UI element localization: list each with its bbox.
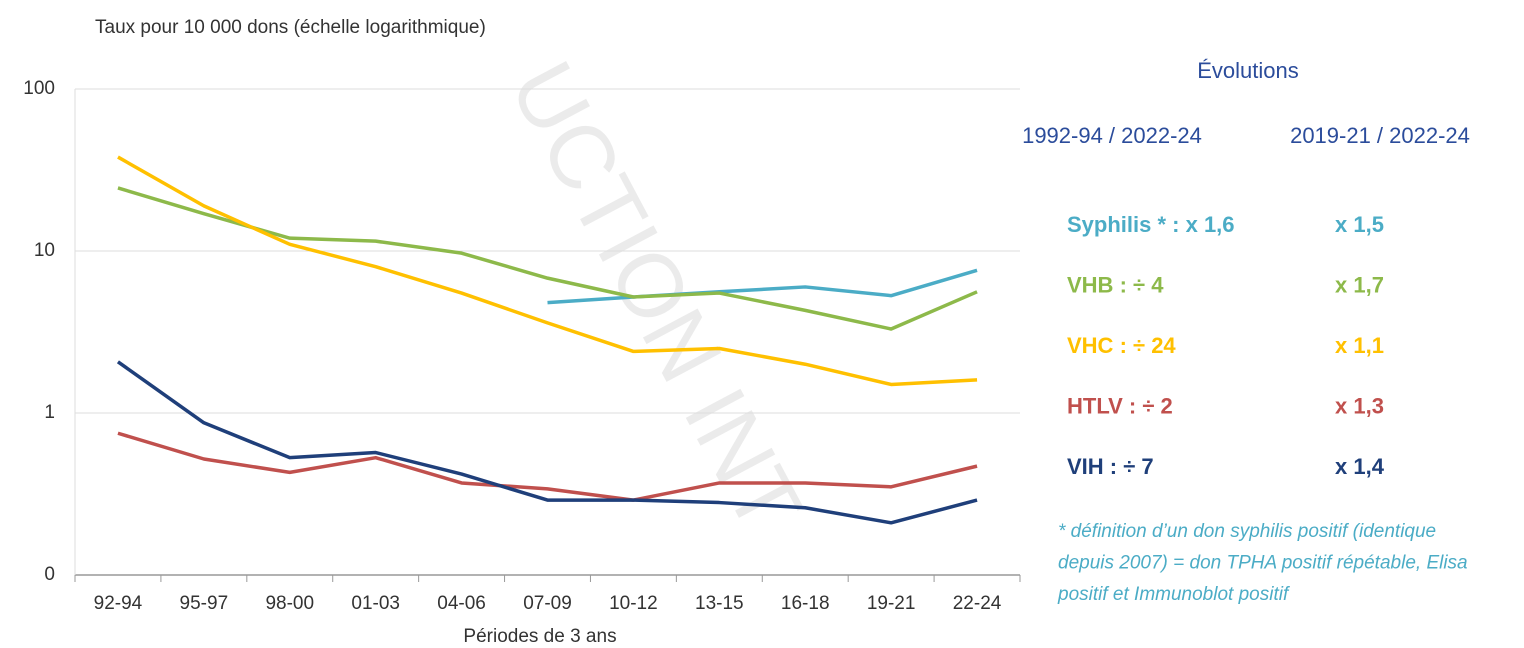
x-axis-label: Périodes de 3 ans [463,626,616,647]
x-tick-label: 01-03 [351,593,400,614]
x-tick-label: 92-94 [94,593,143,614]
x-tick-label: 13-15 [695,593,744,614]
ratio: : x 1,6 [1166,212,1234,237]
ratio: x 1,4 [1335,454,1385,479]
panel-row: VIH : ÷ 7 [1067,454,1154,479]
panel-title: Évolutions [1197,58,1299,83]
x-tick-label: 19-21 [867,593,916,614]
series-name: HTLV [1067,393,1123,418]
panel-row: Syphilis * : x 1,6 [1067,212,1235,237]
panel-column: 2019-21 / 2022-24 [1290,123,1470,148]
ratio: x 1,5 [1335,212,1384,237]
y-tick-label: 100 [23,78,55,99]
panel-row: HTLV : ÷ 2 [1067,393,1173,418]
panel-column: 1992-94 / 2022-24 [1022,123,1202,148]
ratio: : ÷ 4 [1113,272,1164,297]
panel-row: VHB : ÷ 4 [1067,272,1164,297]
series-line [117,431,978,502]
series-line [117,186,978,331]
series-line [117,155,978,387]
chart-title: Taux pour 10 000 dons (échelle logarithm… [95,17,486,38]
series-name: VHB [1067,272,1113,297]
footnote: positif et Immunoblot positif [1057,584,1290,605]
ratio: : ÷ 2 [1123,393,1173,418]
x-tick-label: 16-18 [781,593,830,614]
x-tick-label: 22-24 [953,593,1002,614]
series-line [547,268,978,305]
y-tick-label: 0 [44,564,55,585]
ratio: : ÷ 24 [1113,333,1176,358]
series-line [116,360,978,525]
x-tick-label: 07-09 [523,593,572,614]
series-name: VHC [1067,333,1114,358]
ratio: x 1,7 [1335,272,1384,297]
y-tick-label: 10 [34,240,55,261]
x-tick-label: 04-06 [437,593,486,614]
ratio: x 1,1 [1335,333,1384,358]
series-name: VIH [1067,454,1104,479]
ratio: : ÷ 7 [1104,454,1154,479]
footnote: depuis 2007) = don TPHA positif répétabl… [1058,553,1468,574]
series-name: Syphilis * [1067,212,1166,237]
x-tick-label: 98-00 [265,593,314,614]
y-tick-label: 1 [44,402,55,423]
panel-row: VHC : ÷ 24 [1067,333,1176,358]
ratio: x 1,3 [1335,393,1384,418]
footnote: * définition d’un don syphilis positif (… [1058,521,1436,542]
x-tick-label: 95-97 [180,593,229,614]
x-tick-label: 10-12 [609,593,658,614]
